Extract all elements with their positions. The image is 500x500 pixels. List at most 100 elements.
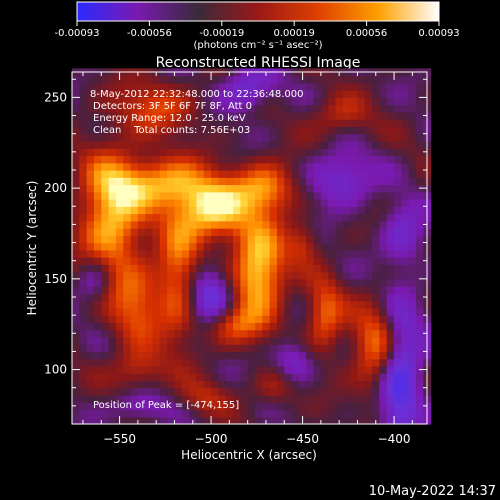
- heatmap-cell: [408, 90, 417, 99]
- heatmap-cell: [93, 242, 102, 251]
- heatmap-cell: [394, 278, 402, 287]
- heatmap-cell: [284, 293, 293, 302]
- heatmap-cell: [386, 184, 395, 193]
- heatmap-cell: [123, 82, 132, 91]
- heatmap-cell: [284, 184, 293, 193]
- heatmap-cell: [174, 358, 183, 367]
- heatmap-cell: [320, 387, 329, 396]
- heatmap-cell: [145, 206, 154, 215]
- heatmap-cell: [189, 242, 198, 251]
- heatmap-cell: [401, 416, 410, 425]
- heatmap-cell: [328, 140, 337, 149]
- heatmap-cell: [101, 344, 110, 353]
- heatmap-cell: [386, 191, 395, 200]
- heatmap-cell: [225, 409, 234, 418]
- heatmap-cell: [181, 409, 190, 418]
- heatmap-cell: [247, 199, 256, 207]
- heatmap-cell: [357, 344, 366, 353]
- heatmap-cell: [254, 249, 263, 258]
- heatmap-cell: [350, 169, 359, 178]
- heatmap-cell: [262, 111, 271, 120]
- heatmap-cell: [115, 329, 124, 338]
- heatmap-cell: [145, 191, 154, 200]
- heatmap-cell: [401, 387, 410, 396]
- heatmap-cell: [218, 133, 227, 142]
- heatmap-cell: [123, 344, 132, 353]
- heatmap-cell: [276, 169, 285, 178]
- heatmap-cell: [233, 351, 241, 360]
- heatmap-cell: [320, 199, 329, 207]
- heatmap-cell: [108, 97, 117, 106]
- heatmap-cell: [386, 82, 395, 91]
- heatmap-cell: [364, 264, 373, 273]
- heatmap-cell: [240, 402, 249, 411]
- heatmap-cell: [167, 199, 176, 207]
- heatmap-cell: [196, 162, 205, 171]
- heatmap-cell: [298, 90, 307, 99]
- heatmap-cell: [123, 177, 132, 186]
- heatmap-cell: [298, 162, 307, 171]
- heatmap-cell: [137, 387, 146, 396]
- heatmap-cell: [240, 394, 249, 403]
- heatmap-cell: [240, 344, 249, 353]
- heatmap-cell: [262, 351, 271, 360]
- heatmap-cell: [86, 336, 95, 345]
- heatmap-cell: [350, 177, 359, 186]
- heatmap-cell: [101, 220, 110, 229]
- heatmap-cell: [101, 365, 110, 374]
- heatmap-cell: [101, 111, 110, 120]
- heatmap-cell: [225, 213, 234, 222]
- heatmap-cell: [386, 169, 395, 178]
- heatmap-cell: [101, 271, 110, 280]
- heatmap-cell: [298, 394, 307, 403]
- heatmap-cell: [284, 82, 293, 91]
- heatmap-cell: [247, 213, 256, 222]
- heatmap-cell: [350, 358, 359, 367]
- heatmap-cell: [218, 155, 227, 164]
- heatmap-cell: [379, 213, 388, 222]
- heatmap-cell: [101, 206, 110, 215]
- heatmap-cell: [233, 257, 241, 265]
- heatmap-cell: [196, 206, 205, 215]
- heatmap-cell: [167, 351, 176, 360]
- heatmap-cell: [262, 286, 271, 294]
- heatmap-cell: [291, 257, 300, 265]
- heatmap-cell: [313, 300, 322, 309]
- heatmap-cell: [130, 199, 139, 207]
- heatmap-cell: [342, 300, 351, 309]
- heatmap-cell: [130, 329, 139, 338]
- heatmap-cell: [357, 394, 366, 403]
- heatmap-cell: [394, 409, 402, 418]
- heatmap-cell: [137, 220, 146, 229]
- heatmap-cell: [174, 387, 183, 396]
- heatmap-cell: [196, 402, 205, 411]
- heatmap-cell: [115, 264, 124, 273]
- heatmap-cell: [167, 387, 176, 396]
- heatmap-cell: [123, 155, 132, 164]
- heatmap-cell: [130, 286, 139, 294]
- heatmap-cell: [291, 82, 300, 91]
- heatmap-cell: [320, 365, 329, 374]
- heatmap-cell: [233, 140, 241, 149]
- heatmap-cell: [394, 315, 402, 323]
- heatmap-cell: [372, 213, 381, 222]
- heatmap-cell: [130, 119, 139, 128]
- heatmap-cell: [79, 97, 88, 106]
- heatmap-cell: [93, 191, 102, 200]
- heatmap-cell: [357, 133, 366, 142]
- heatmap-cell: [306, 206, 315, 215]
- heatmap-cell: [218, 286, 227, 294]
- heatmap-cell: [350, 409, 359, 418]
- heatmap-cell: [108, 278, 117, 287]
- heatmap-cell: [225, 82, 234, 91]
- heatmap-cell: [108, 82, 117, 91]
- heatmap-cell: [145, 213, 154, 222]
- heatmap-cell: [401, 220, 410, 229]
- heatmap-cell: [328, 206, 337, 215]
- heatmap-cell: [101, 191, 110, 200]
- heatmap-cell: [328, 380, 337, 389]
- heatmap-cell: [372, 235, 381, 244]
- heatmap-cell: [174, 271, 183, 280]
- heatmap-cell: [123, 199, 132, 207]
- heatmap-cell: [189, 177, 198, 186]
